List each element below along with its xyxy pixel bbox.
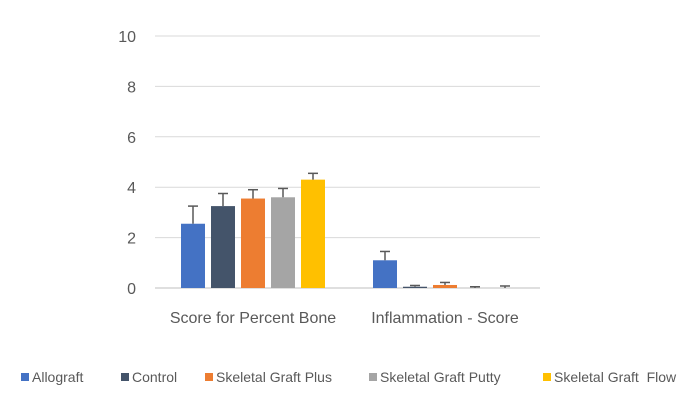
legend: Allograft Control Skeletal Graft Plus Skele… [21,369,677,385]
bar-skeletal-graft-plus-score-for-percent-bone [241,198,265,288]
bar-skeletal-graft-flow-score-for-percent-bone [301,179,325,288]
legend-item-skeletal-graft-flow: Skeletal Graft Flow [543,369,677,385]
legend-item-control: Control [121,369,177,385]
legend-swatch [205,373,213,381]
y-tick-label: 8 [127,79,136,96]
bar-control-score-for-percent-bone [211,206,235,288]
x-category-label: Inflammation - Score [371,310,519,327]
y-tick-label: 0 [127,281,136,298]
legend-swatch [21,373,29,381]
x-axis-category-labels: Score for Percent Bone Inflammation - Sco… [170,310,519,327]
legend-swatch [121,373,129,381]
bars [181,179,457,288]
legend-swatch [369,373,377,381]
y-tick-label: 10 [118,29,136,46]
legend-label: Skeletal Graft Putty [380,369,501,385]
legend-item-skeletal-graft-putty: Skeletal Graft Putty [369,369,501,385]
bar-skeletal-graft-plus-inflammation-score [433,284,457,288]
y-tick-label: 2 [127,231,136,248]
error-bars [188,172,510,288]
legend-label: Control [132,369,177,385]
legend-label: Skeletal Graft Plus [216,369,332,385]
legend-item-skeletal-graft-plus: Skeletal Graft Plus [205,369,332,385]
x-category-label: Score for Percent Bone [170,310,336,327]
legend-swatch [543,373,551,381]
bar-allograft-score-for-percent-bone [181,223,205,288]
bar-control-inflammation-score [403,286,427,288]
y-tick-label: 6 [127,130,136,147]
y-axis-tick-labels: 0 2 4 6 8 10 [118,29,136,298]
y-tick-label: 4 [127,180,136,197]
bar-skeletal-graft-putty-score-for-percent-bone [271,197,295,288]
bar-allograft-inflammation-score [373,260,397,288]
legend-label: Skeletal Graft Flow [554,369,677,385]
legend-item-allograft: Allograft [21,369,83,385]
legend-label: Allograft [32,369,83,385]
